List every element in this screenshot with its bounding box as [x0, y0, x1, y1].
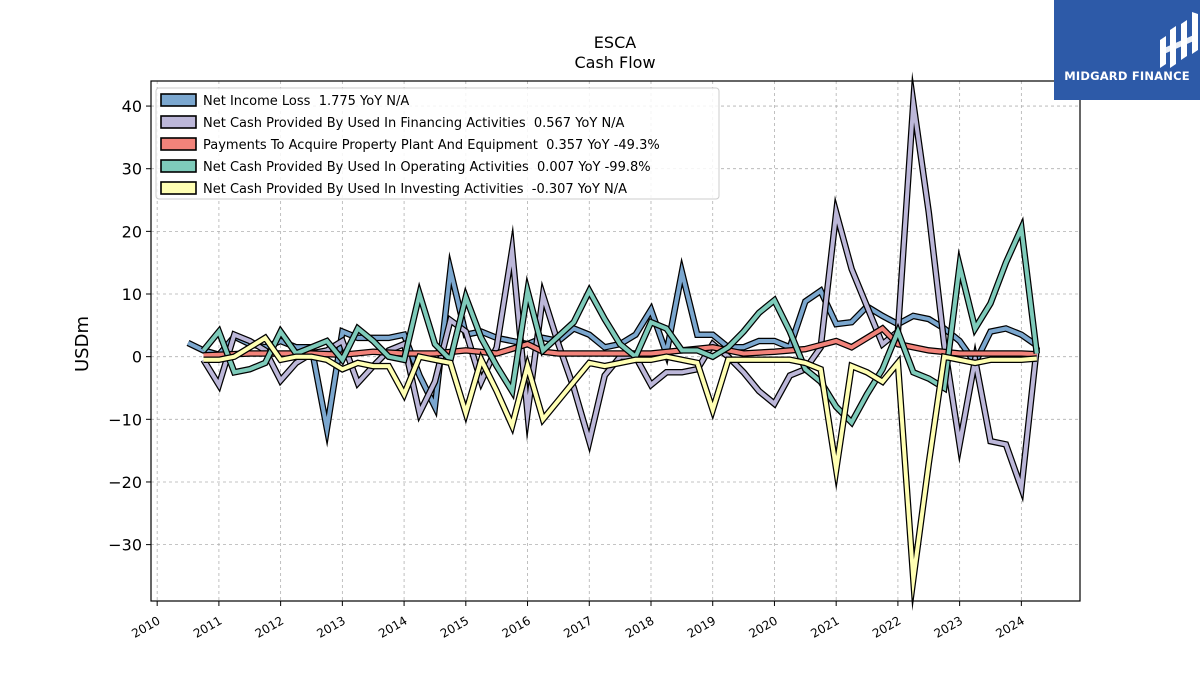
x-tick-label: 2021	[808, 613, 841, 640]
legend-label: Net Income Loss 1.775 YoY N/A	[203, 94, 409, 109]
x-tick-label: 2019	[685, 613, 718, 640]
series-line-outline	[200, 216, 1041, 428]
legend-swatch	[160, 181, 197, 195]
legend-label: Net Cash Provided By Used In Investing A…	[203, 182, 627, 197]
x-tick-label: 2010	[129, 613, 162, 640]
chart-title: ESCA	[594, 33, 636, 52]
y-tick-label: −10	[108, 410, 142, 429]
series-lines	[186, 71, 1041, 611]
x-tick-label: 2020	[746, 613, 779, 640]
brand-logo: MIDGARD FINANCE	[1054, 0, 1200, 100]
midgard-logo-icon	[1160, 12, 1198, 68]
x-tick-label: 2011	[191, 613, 224, 640]
series-line-5	[203, 335, 1037, 599]
legend-swatch	[160, 159, 197, 173]
legend-swatch	[160, 115, 197, 129]
y-tick-label: 30	[122, 160, 142, 179]
x-tick-label: 2024	[993, 613, 1026, 640]
y-tick-label: 10	[122, 285, 142, 304]
legend-label: Net Cash Provided By Used In Financing A…	[203, 116, 625, 131]
x-tick-label: 2013	[314, 613, 347, 640]
x-tick-label: 2014	[376, 613, 409, 640]
y-axis-label: USDm	[72, 316, 93, 372]
y-tick-label: −20	[108, 473, 142, 492]
x-tick-label: 2022	[870, 613, 903, 640]
y-tick-label: 0	[132, 348, 142, 367]
plot-frame	[150, 80, 1081, 602]
chart-subtitle: Cash Flow	[574, 53, 655, 72]
legend-label: Payments To Acquire Property Plant And E…	[203, 138, 660, 153]
x-tick-label: 2018	[623, 613, 656, 640]
x-tick-label: 2017	[561, 613, 594, 640]
x-tick-label: 2012	[253, 613, 286, 640]
x-tick-label: 2016	[500, 613, 533, 640]
legend: Net Income Loss 1.775 YoY N/A Net Cash Pr…	[155, 87, 720, 200]
series-line-4	[201, 220, 1039, 426]
legend-label: Net Cash Provided By Used In Operating A…	[203, 160, 651, 175]
brand-name: MIDGARD FINANCE	[1064, 69, 1190, 83]
x-tick-label: 2015	[438, 613, 471, 640]
legend-box	[155, 87, 720, 200]
y-tick-label: 40	[122, 97, 142, 116]
x-tick-label: 2023	[932, 613, 965, 640]
legend-swatch	[160, 137, 197, 151]
legend-swatch	[160, 93, 197, 107]
y-tick-label: 20	[122, 222, 142, 241]
y-tick-label: −30	[108, 536, 142, 555]
